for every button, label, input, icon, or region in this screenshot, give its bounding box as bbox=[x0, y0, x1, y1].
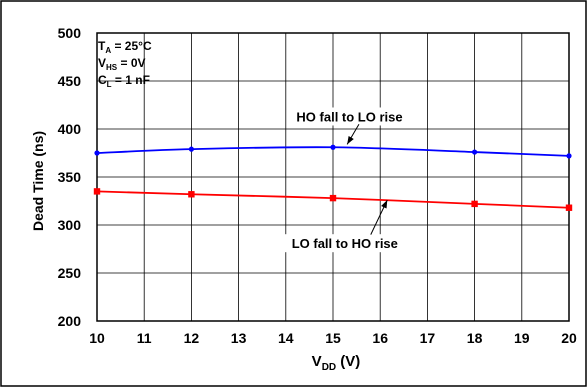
series-label-bg bbox=[281, 234, 408, 253]
x-tick-label: 19 bbox=[514, 330, 530, 346]
condition-cl-rest: = 1 nF bbox=[112, 73, 150, 87]
condition-ta-main: T bbox=[98, 39, 106, 53]
x-axis-label-unit: (V) bbox=[336, 353, 360, 370]
x-axis-label: VDD (V) bbox=[312, 353, 361, 373]
series-label: HO fall to LO rise bbox=[296, 109, 402, 124]
x-tick-label: 15 bbox=[325, 330, 341, 346]
condition-cl-sub: L bbox=[107, 80, 112, 89]
condition-cl: CL = 1 nF bbox=[98, 73, 150, 89]
x-tick-label: 16 bbox=[372, 330, 388, 346]
data-point bbox=[329, 194, 337, 202]
y-tick-label: 300 bbox=[58, 217, 82, 233]
data-point bbox=[565, 204, 573, 211]
condition-vhs-rest: = 0V bbox=[117, 56, 145, 70]
y-tick-label: 200 bbox=[58, 313, 82, 329]
x-tick-label: 14 bbox=[278, 330, 294, 346]
tick-labels: 10 11 12 13 14 15 16 17 18 19 20 200 250 300 350 400 450… bbox=[58, 25, 577, 346]
condition-ta-rest: = 25°C bbox=[111, 39, 152, 53]
data-point bbox=[472, 149, 478, 155]
series-label: LO fall to HO rise bbox=[292, 236, 398, 251]
series-0 bbox=[94, 144, 572, 159]
y-tick-label: 400 bbox=[58, 121, 82, 137]
series-1 bbox=[93, 188, 573, 211]
x-axis-label-sub: DD bbox=[322, 362, 336, 373]
x-tick-label: 18 bbox=[467, 330, 483, 346]
annotation-arrow-head bbox=[347, 135, 354, 145]
condition-vhs-sub: HS bbox=[106, 63, 118, 72]
y-tick-label: 250 bbox=[58, 265, 82, 281]
series-label-bg bbox=[286, 107, 413, 126]
x-tick-label: 11 bbox=[137, 330, 152, 346]
x-tick-label: 10 bbox=[89, 330, 105, 346]
condition-ta: TA = 25°C bbox=[98, 39, 152, 55]
annotation-arrow-head bbox=[381, 200, 388, 209]
x-axis-label-main: V bbox=[312, 353, 322, 370]
data-point bbox=[471, 200, 478, 208]
y-axis-label: Dead Time (ns) bbox=[30, 131, 46, 231]
annotations: HO fall to LO rise LO fall to HO rise bbox=[281, 107, 413, 253]
data-point bbox=[188, 191, 195, 198]
y-tick-label: 350 bbox=[58, 169, 82, 185]
plot-area bbox=[96, 32, 570, 322]
x-tick-label: 17 bbox=[420, 330, 436, 346]
data-point bbox=[566, 153, 572, 159]
y-tick-label: 500 bbox=[58, 25, 82, 41]
test-conditions: TA = 25°C VHS = 0V CL = 1 nF bbox=[98, 39, 152, 89]
y-tick-label: 450 bbox=[58, 73, 82, 89]
x-tick-label: 13 bbox=[231, 330, 247, 346]
series bbox=[93, 144, 573, 211]
condition-vhs: VHS = 0V bbox=[98, 56, 146, 72]
data-point bbox=[93, 188, 101, 195]
data-point bbox=[188, 146, 194, 152]
data-point bbox=[94, 150, 100, 156]
data-point bbox=[330, 144, 336, 150]
condition-cl-main: C bbox=[98, 73, 107, 87]
condition-vhs-main: V bbox=[98, 56, 106, 70]
x-tick-label: 20 bbox=[561, 330, 577, 346]
condition-ta-sub: A bbox=[105, 46, 111, 55]
x-tick-label: 12 bbox=[184, 330, 200, 346]
